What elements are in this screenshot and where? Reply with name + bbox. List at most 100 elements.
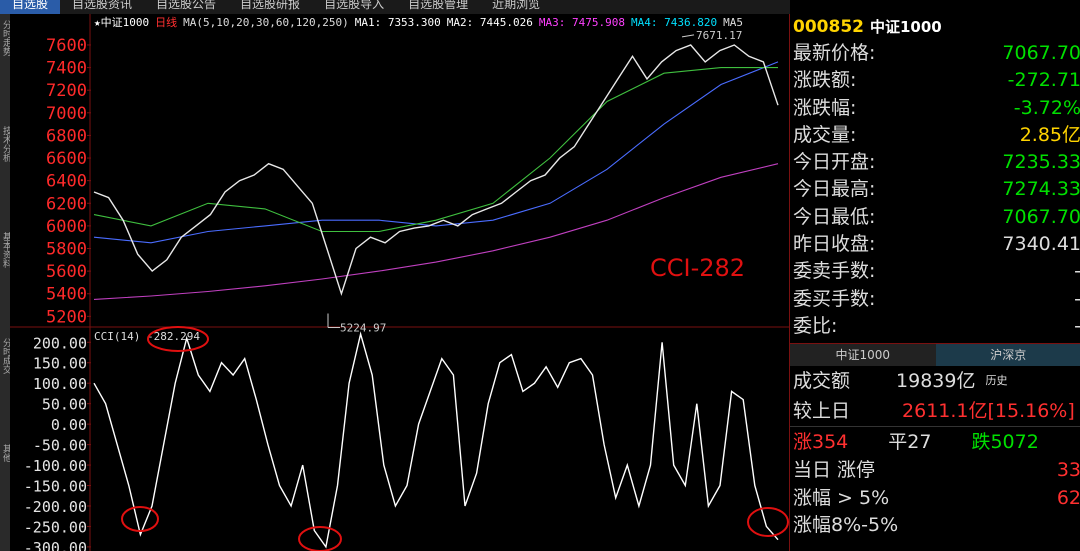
chart-header: ★中证1000 日线 MA(5,10,20,30,60,120,250) MA1: 7… bbox=[94, 15, 743, 29]
side-tab[interactable]: 分时走势 bbox=[1, 20, 11, 56]
down-count: 跌5072 bbox=[971, 431, 1039, 454]
series-line bbox=[93, 61, 779, 244]
marker-line bbox=[681, 34, 695, 38]
menu-item[interactable]: 自选股研报 bbox=[240, 0, 301, 11]
side-tab[interactable]: 基本资料 bbox=[1, 232, 11, 268]
label: 今日开盘: bbox=[793, 151, 876, 174]
quote-rows: 最新价格: 7067.70 涨跌额: -272.71 涨跌幅: -3.72% 成交量: 2.8… bbox=[790, 40, 1080, 340]
value: 7067.70 bbox=[1002, 205, 1080, 228]
label: 昨日收盘: bbox=[793, 233, 876, 256]
vs-prev-row: 较上日 2611.1亿 [15.16%] bbox=[790, 396, 1080, 426]
quote-row: 昨日收盘: 7340.41 bbox=[790, 231, 1080, 258]
y-tick-label: -200.00 bbox=[24, 498, 87, 516]
tabs: 中证1000 沪深京 bbox=[790, 343, 1080, 367]
menu-item[interactable]: 自选股资讯 bbox=[72, 0, 133, 11]
turnover-row: 成交额 19839亿 历史 bbox=[790, 366, 1080, 396]
label: 成交额 bbox=[793, 370, 851, 393]
series-line bbox=[93, 331, 779, 549]
name: 中证1000 bbox=[869, 18, 942, 36]
label: 当日 涨停 bbox=[793, 459, 876, 482]
y-tick-label: 6400 bbox=[46, 172, 87, 192]
y-tick-label: -250.00 bbox=[24, 518, 87, 536]
value: 7274.33 bbox=[1002, 178, 1080, 201]
value: 7340.41 bbox=[1002, 233, 1080, 256]
up5-row: 涨幅 > 5% 62 bbox=[790, 485, 1080, 512]
y-tick-label: 7200 bbox=[46, 81, 87, 101]
header-item: MA3: 7475.908 bbox=[539, 16, 625, 29]
circle-mark bbox=[298, 526, 342, 551]
label: 今日最低: bbox=[793, 205, 876, 228]
y-tick-label: 7600 bbox=[46, 36, 87, 56]
circle-mark bbox=[121, 506, 159, 532]
value: 7067.70 bbox=[1002, 42, 1080, 64]
handwritten-note: CCI-282 bbox=[650, 254, 745, 282]
up85-row: 涨幅8%-5% bbox=[790, 512, 1080, 539]
y-tick-label: 5200 bbox=[46, 307, 87, 327]
quote-title: 000852 中证1000 bbox=[790, 14, 1080, 40]
chart-bg bbox=[10, 14, 789, 551]
side-tab[interactable]: 技术分析 bbox=[1, 126, 11, 162]
y-tick-label: 0.00 bbox=[51, 416, 87, 434]
y-tick-label: -50.00 bbox=[33, 437, 87, 455]
label: 委比: bbox=[793, 314, 838, 337]
value: 62 bbox=[1056, 486, 1080, 509]
quote-row: 委比: - bbox=[790, 313, 1080, 340]
header-item: 日线 bbox=[155, 15, 177, 29]
value: 2.85亿 bbox=[1019, 123, 1080, 146]
limit-row: 当日 涨停 33 bbox=[790, 457, 1080, 484]
tab[interactable]: 中证1000 bbox=[790, 344, 936, 367]
series-line bbox=[93, 44, 779, 296]
quote-row: 涨跌额: -272.71 bbox=[790, 67, 1080, 94]
value: 7235.33 bbox=[1002, 151, 1080, 174]
circle-mark bbox=[147, 326, 209, 352]
y-tick-label: 100.00 bbox=[33, 375, 87, 393]
series-line bbox=[93, 163, 779, 300]
hand-annotations bbox=[121, 326, 789, 551]
value: - bbox=[1074, 286, 1080, 313]
quote-row: 今日开盘: 7235.33 bbox=[790, 149, 1080, 176]
y-tick-label: 150.00 bbox=[33, 355, 87, 373]
price-annotation: 5224.97 bbox=[340, 322, 386, 335]
header-item: MA2: 7445.026 bbox=[447, 16, 533, 29]
value: - bbox=[1074, 313, 1080, 340]
label: 委卖手数: bbox=[793, 260, 876, 283]
flat-count: 平27 bbox=[888, 431, 932, 454]
menu-item[interactable]: 自选股 bbox=[0, 0, 61, 14]
circle-mark bbox=[747, 507, 789, 537]
cci-header: CCI(14) -282.294 bbox=[94, 330, 200, 343]
up-count: 涨354 bbox=[793, 431, 849, 454]
side-tab[interactable]: 分时成交 bbox=[1, 338, 11, 374]
tab[interactable]: 沪深京 bbox=[935, 344, 1080, 367]
sidebar: 分时走势 技术分析 基本资料 分时成交 其他 bbox=[0, 14, 11, 551]
menu-item[interactable]: 自选股公告 bbox=[156, 0, 217, 11]
label: 较上日 bbox=[793, 400, 851, 423]
y-tick-label: 200.00 bbox=[33, 334, 87, 352]
value: 33 bbox=[1056, 459, 1080, 482]
menu-item[interactable]: 自选股导入 bbox=[324, 0, 385, 11]
value: -3.72% bbox=[1013, 96, 1080, 119]
y-tick-label: -150.00 bbox=[24, 478, 87, 496]
label: 涨幅8%-5% bbox=[793, 513, 899, 536]
y-tick-label: 6200 bbox=[46, 194, 87, 214]
menu-item[interactable]: 近期浏览 bbox=[492, 0, 541, 11]
value: [15.16%] bbox=[987, 400, 1075, 423]
quote-row: 今日最高: 7274.33 bbox=[790, 176, 1080, 203]
side-tab[interactable]: 其他 bbox=[1, 444, 11, 462]
label: 涨跌幅: bbox=[793, 96, 857, 119]
y-tick-label: 5600 bbox=[46, 262, 87, 282]
y-tick-label: 6000 bbox=[46, 217, 87, 237]
label: 涨幅 > 5% bbox=[793, 486, 890, 509]
label: 委买手数: bbox=[793, 287, 876, 310]
y-tick-label: 5800 bbox=[46, 240, 87, 260]
menu-item[interactable]: 自选股管理 bbox=[408, 0, 469, 11]
quote-row: 委卖手数: - bbox=[790, 258, 1080, 285]
y-tick-label: 50.00 bbox=[42, 396, 87, 414]
header-item: ★中证1000 bbox=[94, 16, 149, 29]
y-tick-label: 5400 bbox=[46, 285, 87, 305]
code: 000852 bbox=[793, 17, 864, 37]
price-annotation: 7671.17 bbox=[696, 29, 742, 42]
y-tick-label: 7400 bbox=[46, 59, 87, 79]
value: 19839亿 bbox=[896, 370, 976, 393]
